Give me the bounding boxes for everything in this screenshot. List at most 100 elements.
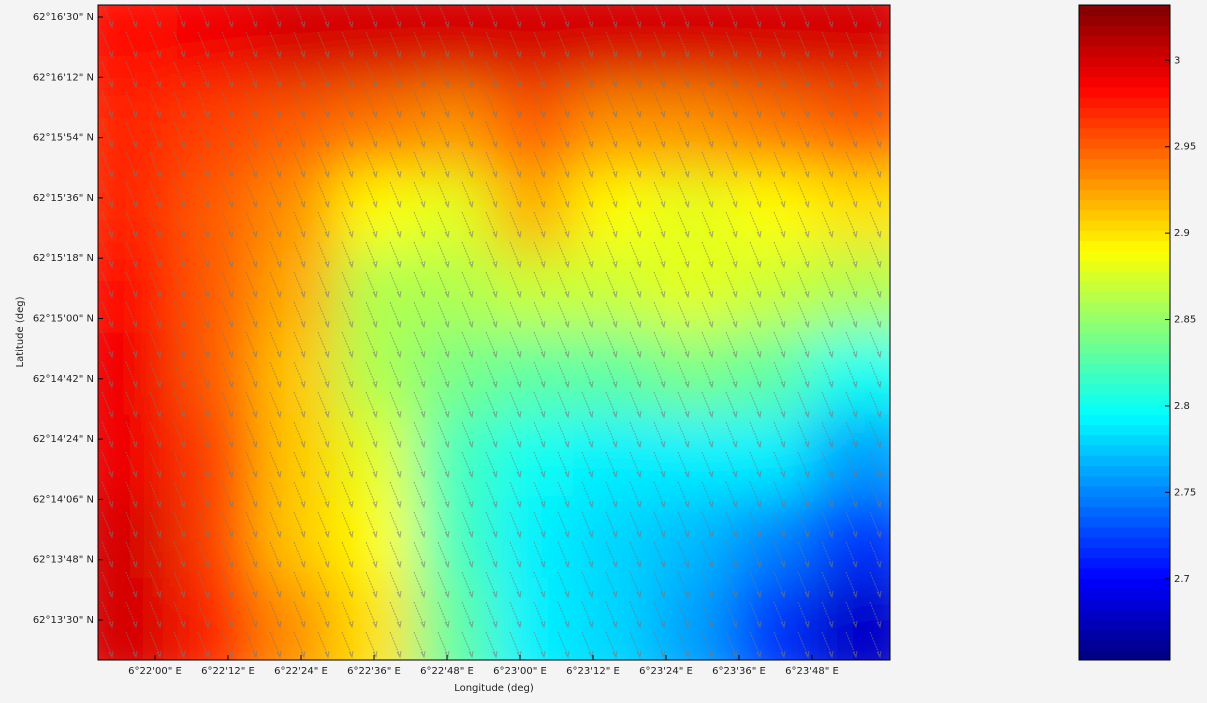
x-tick-label: 6°23'24" E: [639, 666, 693, 677]
colorbar-step: [1079, 97, 1170, 108]
colorbar-step: [1079, 322, 1170, 333]
y-tick-label: 62°16'12" N: [33, 72, 94, 83]
colorbar-step: [1079, 608, 1170, 620]
colorbar-step: [1079, 649, 1170, 661]
x-tick-label: 6°23'12" E: [566, 666, 620, 677]
colorbar-step: [1079, 240, 1170, 252]
y-axis-label: Latitude (deg): [15, 296, 26, 367]
colorbar-step: [1079, 445, 1170, 456]
plot-area: [98, 5, 890, 660]
colorbar-step: [1079, 271, 1170, 282]
colorbar-step: [1079, 424, 1170, 436]
colorbar-tick-label: 2.7: [1174, 574, 1190, 585]
colorbar-tick-label: 2.95: [1174, 142, 1196, 153]
colorbar-step: [1079, 475, 1170, 487]
colorbar-step: [1079, 127, 1170, 139]
x-tick-label: 6°23'36" E: [712, 666, 766, 677]
colorbar-step: [1079, 363, 1170, 374]
colorbar-step: [1079, 373, 1170, 385]
y-tick-label: 62°14'24" N: [33, 434, 94, 445]
colorbar-step: [1079, 496, 1170, 507]
colorbar-step: [1079, 619, 1170, 630]
x-tick-label: 6°23'48" E: [785, 666, 839, 677]
quiver-pattern: [98, 5, 890, 660]
colorbar-step: [1079, 352, 1170, 364]
colorbar-step: [1079, 434, 1170, 446]
colorbar-step: [1079, 66, 1170, 78]
colorbar-step: [1079, 250, 1170, 262]
colorbar-step: [1079, 189, 1170, 200]
colorbar-step: [1079, 598, 1170, 610]
x-tick-label: 6°22'12" E: [201, 666, 255, 677]
colorbar-step: [1079, 5, 1170, 16]
colorbar-step: [1079, 383, 1170, 395]
y-tick-label: 62°15'54" N: [33, 133, 94, 144]
colorbar-step: [1079, 639, 1170, 651]
y-tick-label: 62°14'42" N: [33, 374, 94, 385]
colorbar-step: [1079, 486, 1170, 497]
colorbar-step: [1079, 178, 1170, 190]
y-tick-label: 62°15'18" N: [33, 253, 94, 264]
colorbar-step: [1079, 281, 1170, 293]
y-tick-label: 62°15'36" N: [33, 193, 94, 204]
colorbar-step: [1079, 148, 1170, 160]
colorbar-step: [1079, 629, 1170, 641]
colorbar-step: [1079, 312, 1170, 323]
colorbar-tick-label: 2.9: [1174, 228, 1190, 239]
colorbar-tick-label: 2.8: [1174, 401, 1190, 412]
colorbar-step: [1079, 56, 1170, 67]
x-tick-label: 6°22'48" E: [420, 666, 474, 677]
y-tick-label: 62°14'06" N: [33, 494, 94, 505]
colorbar-step: [1079, 45, 1170, 57]
colorbar-step: [1079, 567, 1170, 579]
x-tick-label: 6°22'00" E: [128, 666, 182, 677]
x-tick-label: 6°22'24" E: [274, 666, 328, 677]
colorbar-step: [1079, 15, 1170, 26]
colorbar-step: [1079, 209, 1170, 221]
colorbar-step: [1079, 516, 1170, 528]
colorbar-step: [1079, 291, 1170, 303]
colorbar-step: [1079, 260, 1170, 272]
colorbar-step: [1079, 578, 1170, 589]
colorbar-step: [1079, 158, 1170, 170]
colorbar-step: [1079, 465, 1170, 477]
x-tick-label: 6°23'00" E: [493, 666, 547, 677]
y-tick-label: 62°13'48" N: [33, 555, 94, 566]
colorbar-step: [1079, 199, 1170, 211]
colorbar-tick-label: 2.85: [1174, 315, 1196, 326]
colorbar-step: [1079, 332, 1170, 344]
colorbar-tick-label: 3: [1174, 55, 1180, 66]
colorbar-frame: [1078, 4, 1171, 661]
colorbar-step: [1079, 557, 1170, 569]
colorbar-step: [1079, 547, 1170, 559]
y-tick-label: 62°16'30" N: [33, 12, 94, 23]
y-tick-label: 62°13'30" N: [33, 615, 94, 626]
x-axis-label: Longitude (deg): [454, 683, 534, 694]
colorbar-step: [1079, 537, 1170, 548]
x-tick-label: 6°22'36" E: [347, 666, 401, 677]
colorbar-step: [1079, 342, 1170, 354]
colorbar-step: [1079, 301, 1170, 313]
colorbar-step: [1079, 168, 1170, 180]
colorbar: [1079, 5, 1170, 661]
colorbar-step: [1079, 117, 1170, 129]
colorbar-step: [1079, 86, 1170, 98]
colorbar-step: [1079, 588, 1170, 600]
colorbar-step: [1079, 25, 1170, 37]
colorbar-step: [1079, 76, 1170, 88]
colorbar-tick-label: 2.75: [1174, 487, 1196, 498]
colorbar-step: [1079, 107, 1170, 119]
colorbar-step: [1079, 230, 1170, 241]
colorbar-step: [1079, 219, 1170, 231]
colorbar-step: [1079, 455, 1170, 467]
y-tick-label: 62°15'00" N: [33, 314, 94, 325]
colorbar-step: [1079, 526, 1170, 538]
colorbar-step: [1079, 404, 1170, 415]
colorbar-step: [1079, 414, 1170, 426]
colorbar-step: [1079, 506, 1170, 518]
colorbar-step: [1079, 35, 1170, 47]
colorbar-step: [1079, 393, 1170, 405]
plot-frame: [97, 4, 891, 661]
